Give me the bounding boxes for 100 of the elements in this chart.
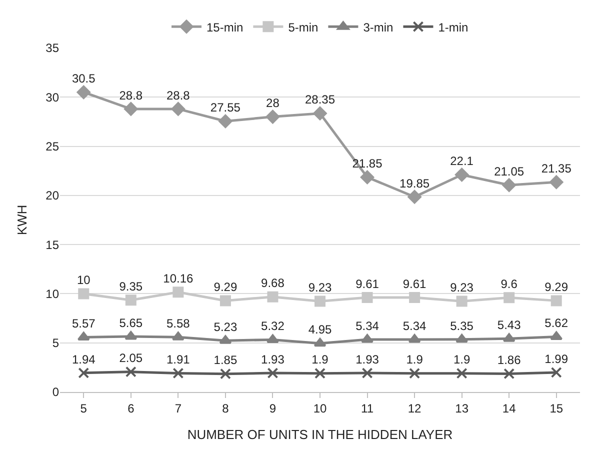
data-label: 1.91	[166, 352, 190, 367]
point	[504, 292, 515, 304]
x-tick-label: 6	[128, 401, 135, 416]
legend-label: 15-min	[206, 20, 244, 34]
data-label: 5.65	[119, 316, 143, 330]
y-axis-title: KWH	[14, 204, 30, 236]
y-tick-label: 0	[52, 385, 60, 400]
data-label: 28.35	[304, 92, 336, 107]
x-tick-label: 11	[361, 401, 374, 416]
point	[266, 334, 279, 343]
data-label: 5.58	[166, 316, 190, 331]
point	[362, 292, 373, 304]
point	[124, 102, 138, 116]
x-axis-title: NUMBER OF UNITS IN THE HIDDEN LAYER	[187, 427, 453, 442]
data-label: 9.35	[119, 279, 143, 294]
point	[550, 175, 564, 190]
x-tick-label: 15	[550, 401, 564, 416]
point	[504, 368, 515, 380]
point	[502, 178, 516, 192]
y-tick-label: 15	[46, 238, 60, 252]
data-label: 9.23	[308, 280, 332, 295]
data-label: 1.93	[356, 352, 380, 366]
data-label: 9.29	[544, 280, 568, 294]
point	[456, 368, 468, 379]
data-label: 28.8	[166, 88, 190, 102]
data-label: 9.29	[214, 280, 238, 294]
point	[313, 106, 327, 120]
data-label: 21.05	[494, 164, 524, 178]
data-label: 5.34	[402, 318, 427, 333]
point	[314, 368, 326, 379]
point	[125, 366, 136, 378]
data-label: 1.94	[72, 352, 96, 366]
x-tick-label: 9	[269, 401, 276, 416]
point	[76, 85, 90, 100]
x-tick-label: 10	[313, 401, 327, 416]
point	[550, 366, 562, 378]
point	[409, 292, 420, 304]
data-label: 1.9	[406, 352, 424, 367]
data-label: 21.85	[352, 156, 383, 171]
x-tick-label: 14	[502, 401, 516, 416]
point	[267, 291, 278, 302]
point	[362, 368, 373, 379]
data-label: 9.68	[261, 276, 285, 290]
point	[267, 368, 278, 379]
point	[314, 338, 326, 347]
point	[78, 367, 90, 378]
x-tick-label: 8	[222, 401, 230, 416]
y-tick-label: 5	[52, 336, 60, 350]
point	[550, 331, 563, 340]
point	[125, 294, 136, 306]
data-label: 5.57	[72, 316, 96, 331]
point	[220, 295, 231, 306]
legend-label: 3-min	[363, 20, 394, 34]
data-label: 5.43	[497, 318, 522, 332]
point	[361, 334, 374, 343]
data-label: 1.9	[453, 352, 470, 367]
data-label: 9.6	[500, 277, 518, 292]
data-label: 10	[76, 273, 91, 288]
data-label: 30.5	[72, 72, 96, 86]
point	[172, 286, 184, 298]
data-label: 1.86	[497, 353, 522, 368]
point	[454, 168, 469, 182]
y-tick-label: 30	[46, 90, 60, 104]
data-label: 1.85	[214, 353, 238, 368]
x-tick-label: 7	[174, 401, 182, 416]
data-label: 9.23	[450, 280, 474, 295]
point	[314, 296, 326, 307]
point	[456, 296, 468, 307]
data-label: 9.61	[402, 276, 427, 291]
point	[171, 102, 186, 116]
data-label: 10.16	[163, 272, 194, 286]
x-tick-label: 12	[408, 401, 422, 416]
data-label: 1.93	[261, 352, 285, 366]
point	[220, 368, 231, 380]
y-tick-label: 35	[46, 41, 60, 56]
data-label: 5.32	[261, 319, 285, 334]
data-label: 28	[266, 96, 280, 110]
point	[218, 114, 232, 128]
data-label: 2.05	[119, 351, 143, 366]
data-label: 22.1	[450, 154, 474, 168]
data-label: 5.62	[544, 316, 568, 330]
data-label: 5.34	[356, 318, 380, 333]
point	[408, 190, 422, 204]
data-label: 5.23	[214, 320, 238, 334]
y-tick-label: 10	[46, 286, 60, 301]
point	[266, 110, 280, 124]
data-label: 9.61	[356, 276, 380, 291]
point	[550, 295, 562, 306]
data-label: 1.9	[312, 352, 329, 367]
point	[124, 330, 138, 340]
point	[78, 288, 90, 300]
point	[409, 368, 420, 379]
point	[172, 368, 184, 379]
legend-label: 5-min	[288, 20, 318, 34]
legend-label: 1-min	[438, 20, 468, 34]
y-tick-label: 25	[46, 139, 60, 154]
x-tick-label: 13	[455, 401, 469, 416]
x-tick-label: 5	[80, 401, 88, 416]
data-label: 28.8	[119, 88, 143, 102]
point	[360, 170, 374, 184]
